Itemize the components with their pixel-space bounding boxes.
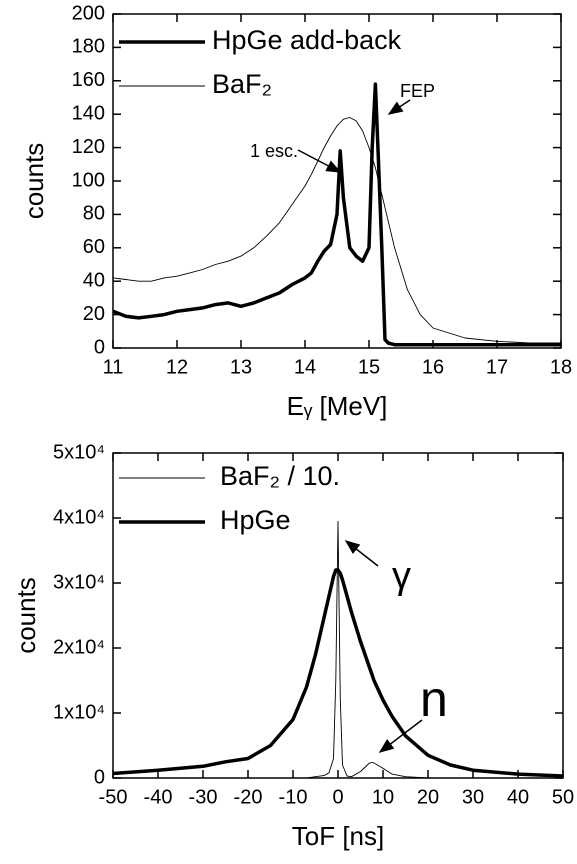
x-tick-label: -40 [144, 786, 173, 808]
x-axis-label: ToF [ns] [292, 821, 384, 851]
y-axis-label: counts [11, 577, 41, 654]
y-tick-label: 60 [83, 236, 105, 258]
annotation-arrow [378, 719, 423, 753]
x-tick-label: 0 [332, 786, 343, 808]
x-axis-label: Eᵧ [MeV] [287, 391, 388, 421]
data-line [112, 568, 564, 778]
x-tick-label: 40 [507, 786, 529, 808]
x-tick-label: -50 [99, 786, 128, 808]
annotation-arrow [344, 540, 379, 567]
y-tick-label: 200 [72, 2, 105, 24]
y-tick-label: 40 [83, 269, 105, 291]
x-tick-label: 14 [294, 356, 316, 378]
legend-label: HpGe add-back [212, 25, 402, 55]
x-tick-label: 30 [462, 786, 484, 808]
x-tick-label: -20 [234, 786, 263, 808]
y-tick-label: 20 [83, 303, 105, 325]
annotation: FEP [400, 81, 435, 101]
y-tick-label: 3x10⁴ [53, 571, 105, 593]
y-tick-label: 2x10⁴ [53, 636, 105, 658]
y-tick-label: 140 [72, 102, 105, 124]
data-line [113, 520, 563, 779]
legend-label: BaF₂ [212, 69, 272, 99]
y-tick-label: 180 [72, 36, 105, 58]
plot-frame [112, 452, 564, 779]
y-tick-label: 120 [72, 136, 105, 158]
y-tick-label: 5x10⁴ [53, 441, 105, 463]
x-tick-label: -10 [279, 786, 308, 808]
annotation: 1 esc. [250, 141, 298, 161]
y-tick-label: 100 [72, 169, 105, 191]
y-axis-label: counts [19, 143, 49, 220]
x-tick-label: -30 [189, 786, 218, 808]
x-tick-label: 12 [166, 356, 188, 378]
data-line [112, 117, 561, 344]
y-tick-label: 4x10⁴ [53, 506, 105, 528]
y-tick-label: 0 [94, 766, 105, 788]
y-tick-label: 80 [83, 203, 105, 225]
y-tick-label: 1x10⁴ [53, 701, 105, 723]
x-tick-label: 17 [486, 356, 508, 378]
x-tick-label: 16 [422, 356, 444, 378]
x-tick-label: 50 [552, 786, 574, 808]
annotation: γ [392, 555, 411, 597]
x-tick-label: 18 [550, 356, 572, 378]
y-tick-label: 0 [94, 336, 105, 358]
legend-label: BaF₂ / 10. [220, 461, 340, 491]
x-tick-label: 11 [103, 356, 124, 378]
x-tick-label: 10 [372, 786, 394, 808]
annotation-arrow [297, 149, 342, 173]
x-tick-label: 13 [230, 356, 252, 378]
y-tick-label: 160 [72, 69, 105, 91]
x-tick-label: 20 [417, 786, 439, 808]
annotation: n [420, 671, 448, 727]
x-tick-label: 15 [358, 356, 380, 378]
legend-label: HpGe [220, 505, 291, 535]
data-line [112, 82, 561, 347]
annotation-arrow [387, 99, 411, 115]
